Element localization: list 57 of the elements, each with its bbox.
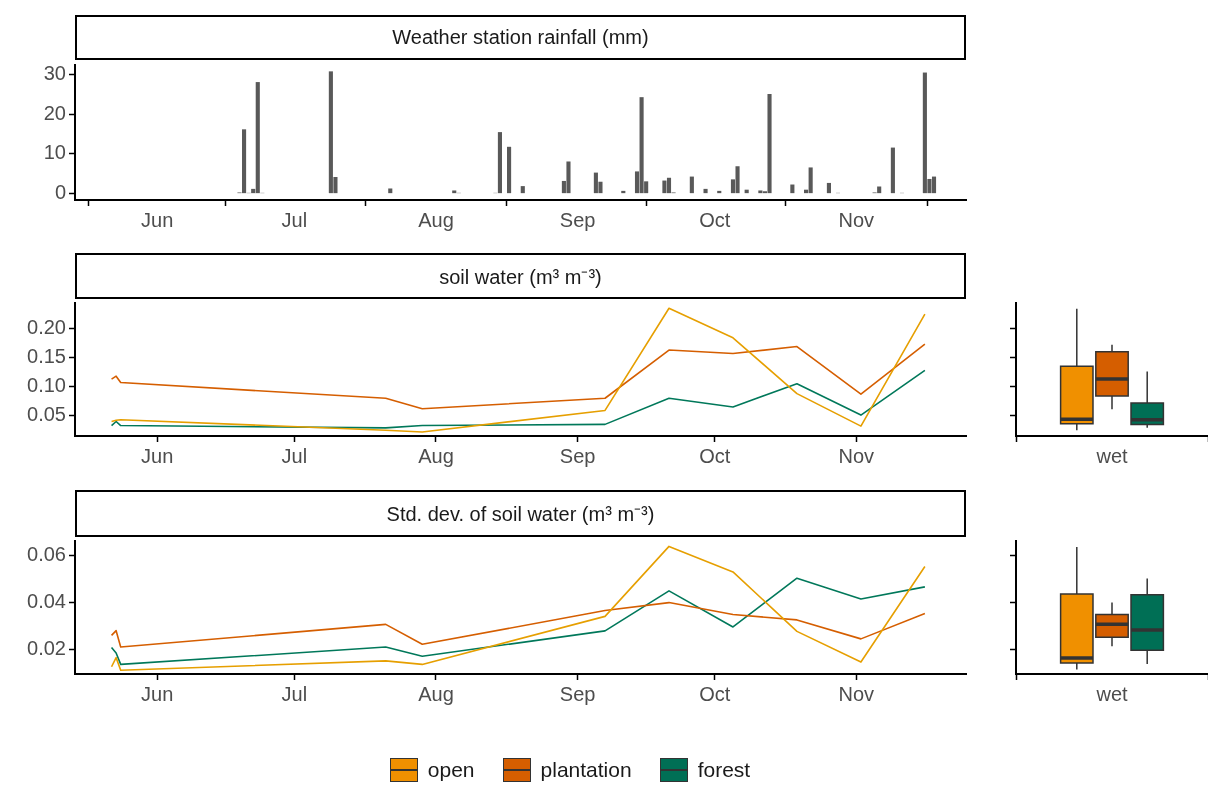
bar: [767, 93, 772, 194]
y-tick-label: 0.10: [27, 374, 66, 397]
bar: [520, 186, 525, 194]
y-tick-label: 0.15: [27, 345, 66, 368]
bar: [662, 180, 667, 194]
x-tick-label: Nov: [838, 444, 875, 467]
x-tick-label: Oct: [699, 208, 731, 231]
x-tick-label: Aug: [418, 444, 454, 467]
bar: [931, 176, 937, 194]
bar: [639, 97, 644, 194]
x-tick-label: Jun: [141, 208, 174, 231]
x-tick-label: wet: [1095, 682, 1128, 705]
x-tick-label: Jun: [141, 682, 174, 705]
legend-label: plantation: [540, 758, 632, 782]
legend-label: forest: [697, 758, 751, 782]
bar: [826, 182, 831, 194]
x-tick-label: wet: [1095, 444, 1128, 467]
x-tick-label: Nov: [838, 208, 875, 231]
x-tick-label: Sep: [559, 444, 596, 467]
y-tick-label: 0.20: [27, 316, 66, 339]
x-tick-label: Oct: [699, 444, 731, 467]
bar: [566, 161, 571, 194]
y-tick-label: 0.04: [27, 590, 66, 613]
y-tick-label: 0.05: [27, 403, 66, 426]
bar: [808, 167, 813, 194]
x-tick-label: Aug: [418, 682, 454, 705]
x-tick-label: Oct: [699, 682, 731, 705]
x-tick-label: Jun: [141, 444, 174, 467]
x-tick-label: Jul: [281, 208, 308, 231]
bar: [689, 176, 694, 194]
bar: [507, 146, 512, 194]
bar: [758, 190, 763, 194]
x-tick-label: Sep: [559, 208, 596, 231]
x-tick-label: Nov: [838, 682, 875, 705]
bar: [497, 132, 502, 194]
bar: [666, 177, 672, 194]
chart-title: Weather station rainfall (mm): [75, 15, 966, 60]
x-tick-label: Sep: [559, 682, 596, 705]
bar: [388, 188, 393, 194]
y-tick-label: 30: [43, 62, 66, 85]
x-tick-label: Aug: [418, 208, 454, 231]
chart-title: Std. dev. of soil water (m³ m⁻³): [75, 490, 966, 537]
bar: [703, 188, 708, 194]
y-tick-label: 0: [54, 181, 66, 204]
y-tick-label: 10: [43, 141, 66, 164]
bar: [735, 166, 740, 194]
bar: [890, 147, 895, 194]
bar: [452, 190, 457, 194]
bar: [790, 184, 795, 194]
bar: [255, 82, 260, 194]
x-tick-label: Jul: [281, 444, 308, 467]
y-tick-label: 0.06: [27, 543, 66, 566]
legend-label: open: [427, 758, 475, 782]
chart-title: soil water (m³ m⁻³): [75, 253, 966, 299]
y-tick-label: 20: [43, 101, 66, 124]
x-tick-label: Jul: [281, 682, 308, 705]
y-tick-label: 0.02: [27, 636, 66, 659]
